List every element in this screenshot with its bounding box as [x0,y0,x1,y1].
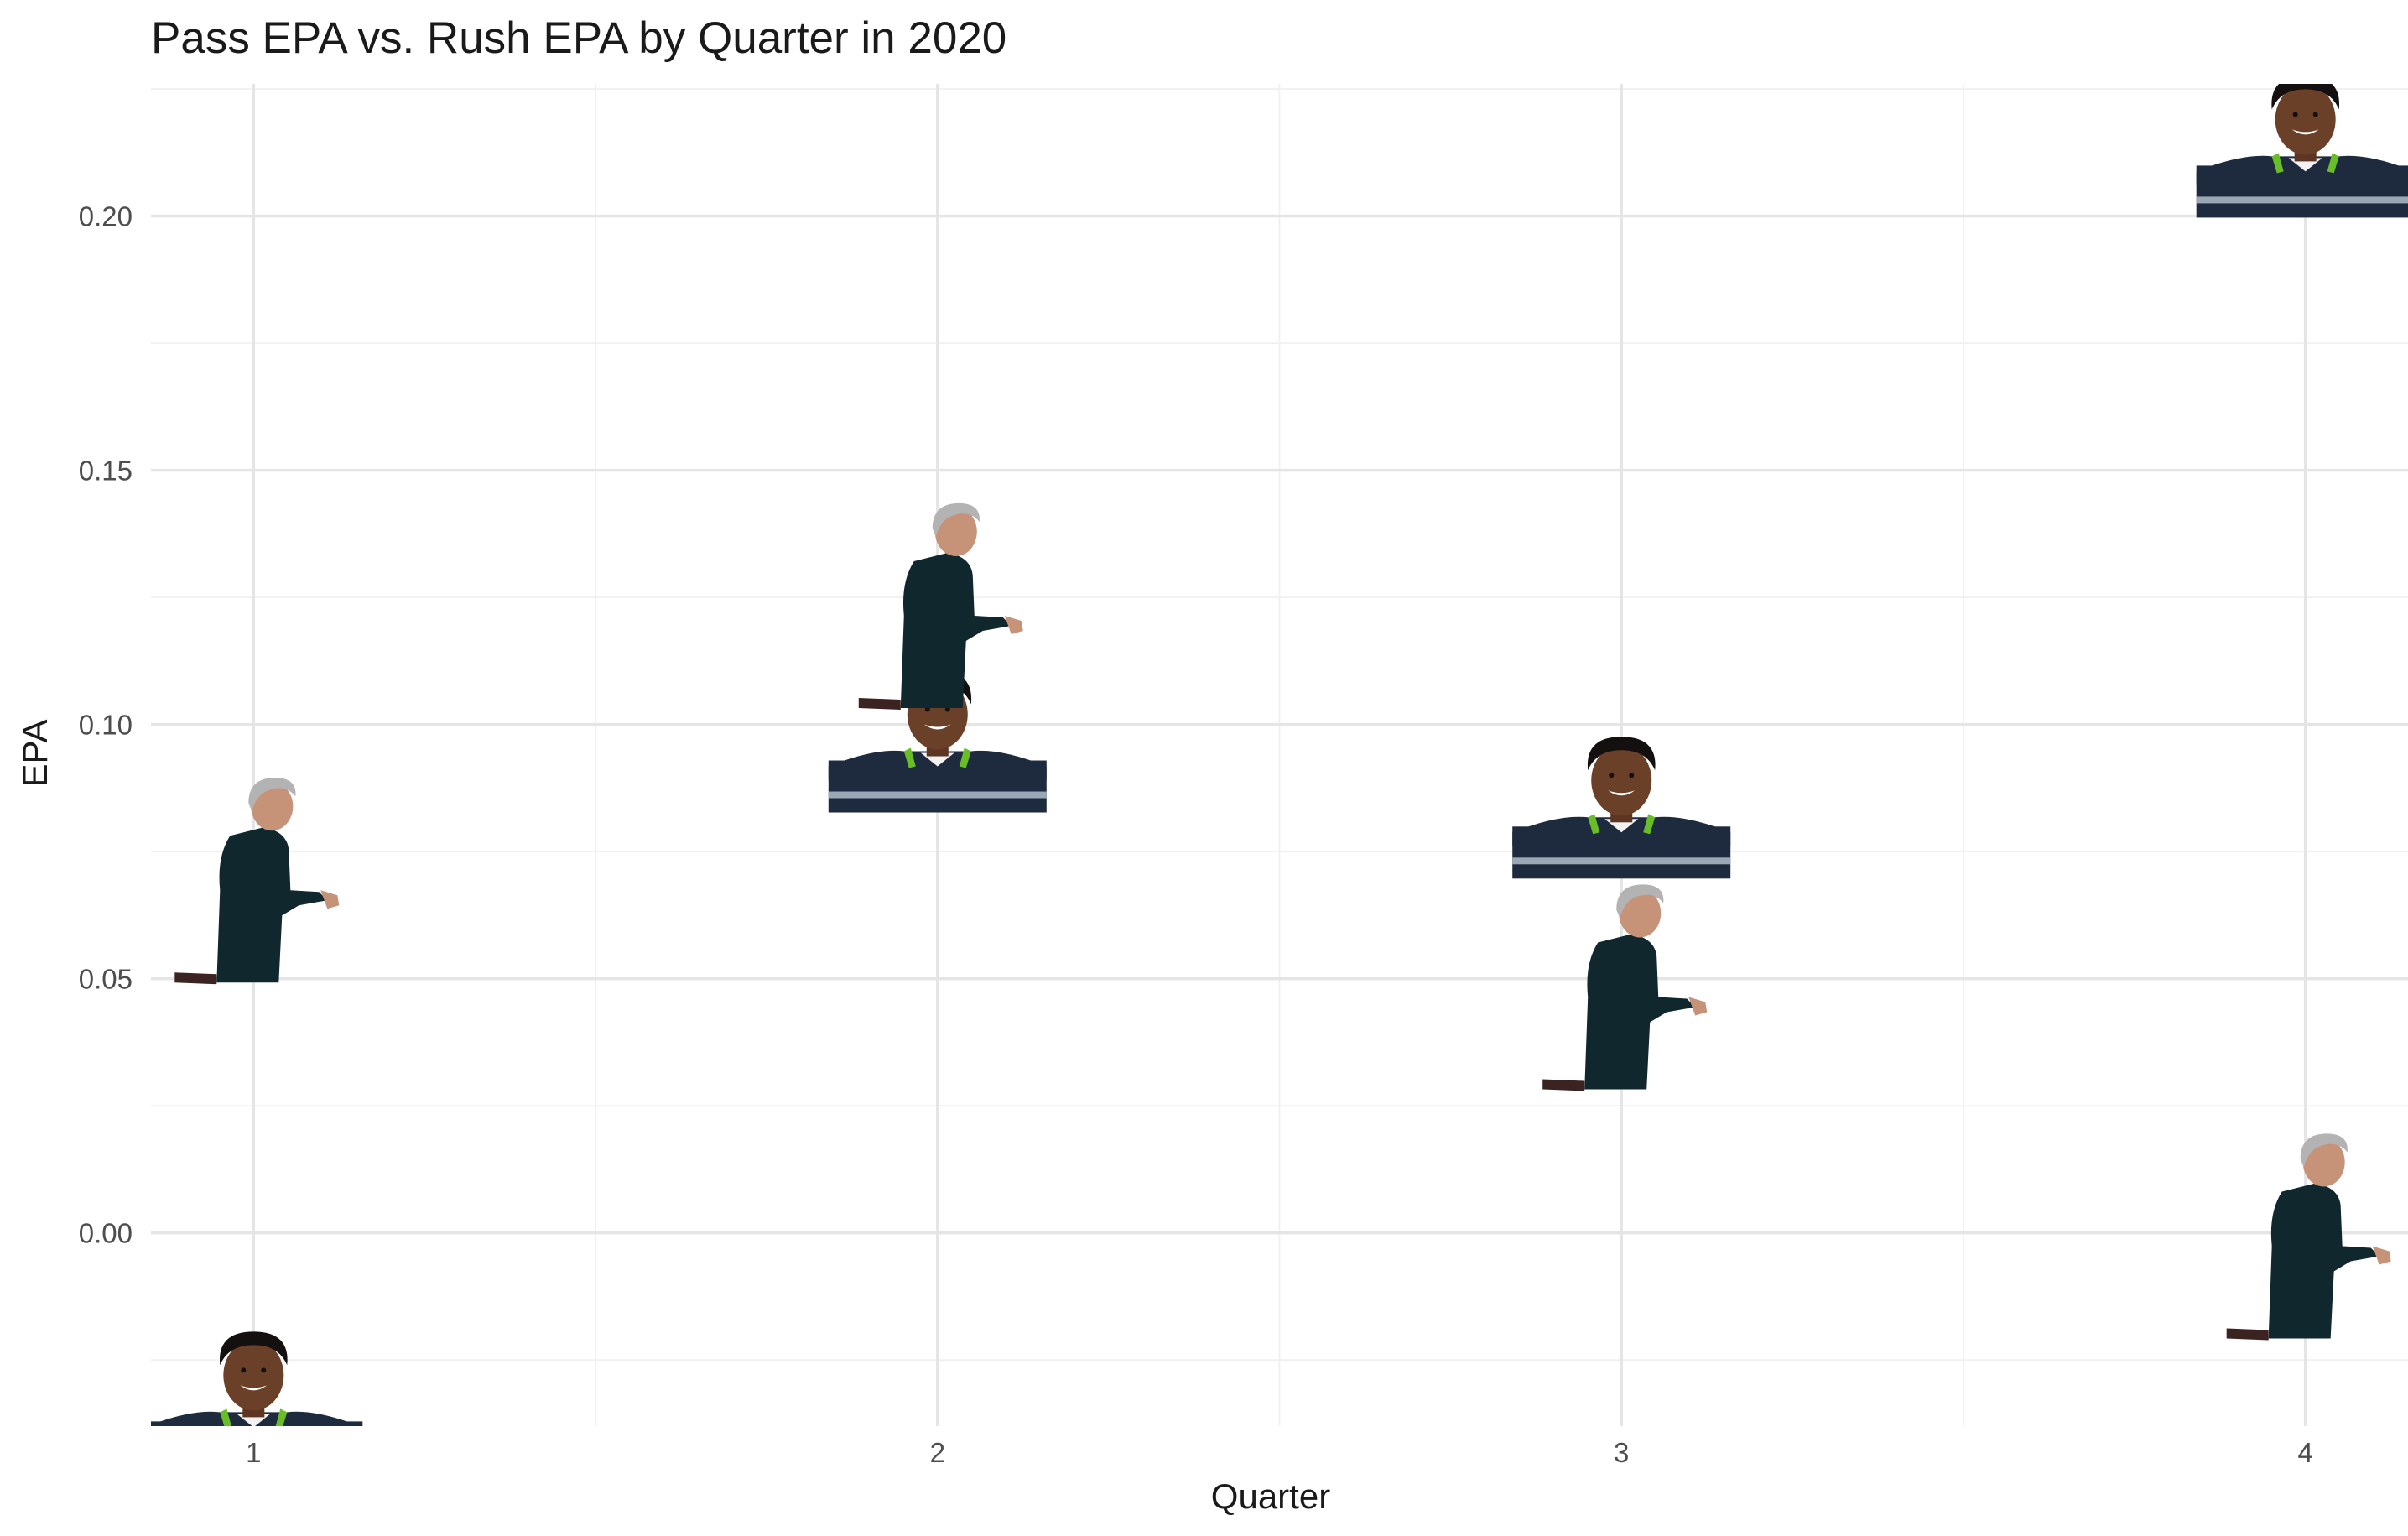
y-tick-label: 0.10 [79,710,133,741]
coach-photo-marker [1542,884,1708,1091]
coach-photo-marker [2226,1133,2391,1341]
y-tick-label: 0.00 [79,1218,133,1249]
y-axis-title: EPA [15,720,55,788]
x-axis-title: Quarter [1211,1476,1330,1516]
qb-headshot-marker [1512,737,1731,879]
coach-photo-marker [174,778,340,985]
coach-photo-marker [858,502,1023,710]
y-tick-label: 0.05 [79,964,133,995]
x-tick-label: 1 [246,1437,261,1468]
y-tick-label: 0.15 [79,456,133,487]
y-tick-label: 0.20 [79,201,133,232]
chart-title: Pass EPA vs. Rush EPA by Quarter in 2020 [151,13,1006,63]
x-tick-label: 3 [1614,1437,1629,1468]
qb-headshot-marker [2196,84,2408,218]
x-tick-label: 2 [930,1437,945,1468]
x-tick-label: 4 [2298,1437,2313,1468]
